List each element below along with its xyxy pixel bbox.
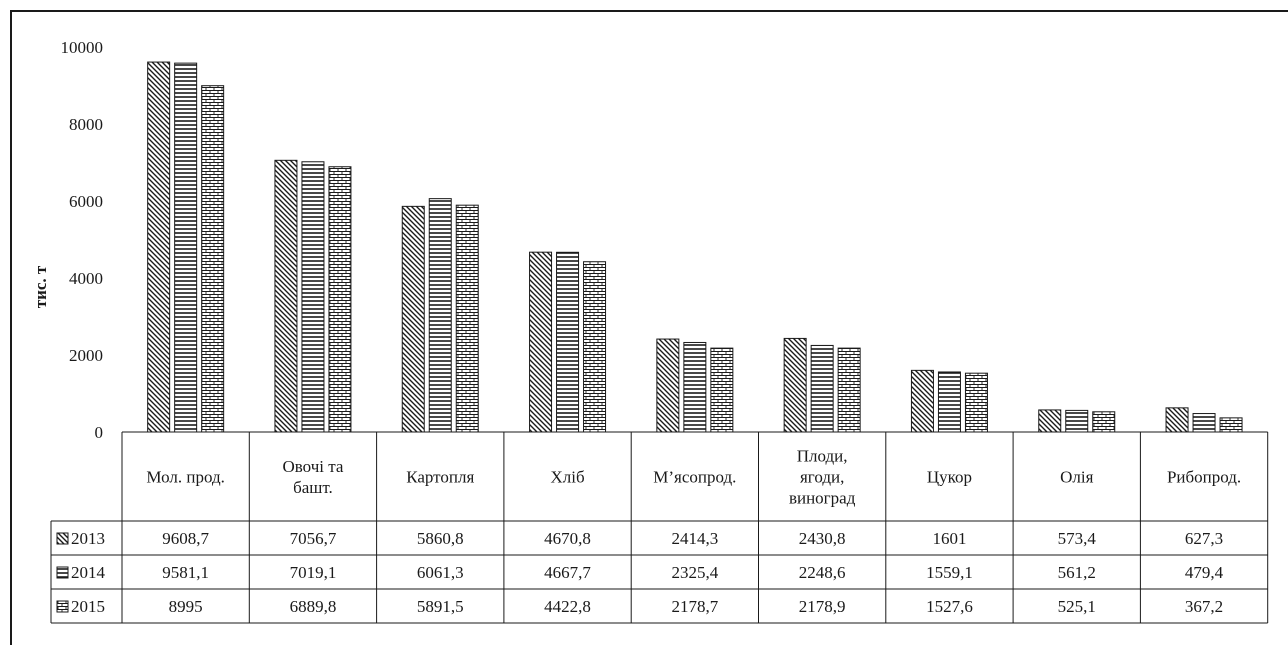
data-label-2015-9: 367,2 (1185, 597, 1223, 616)
data-label-2015-1: 8995 (169, 597, 203, 616)
data-label-2014-9: 479,4 (1185, 563, 1224, 582)
legend-label-2014: 2014 (71, 563, 106, 582)
data-label-2013-1: 9608,7 (162, 529, 209, 548)
bar-2013-3 (401, 205, 425, 433)
y-tick-label: 10000 (61, 38, 104, 57)
bar-2015-3 (455, 204, 479, 433)
legend-label-2013: 2013 (71, 529, 105, 548)
data-label-2014-6: 2248,6 (799, 563, 846, 582)
y-tick-label: 6000 (69, 192, 103, 211)
bar-2015-9 (1219, 417, 1243, 433)
data-label-2013-4: 4670,8 (544, 529, 591, 548)
legend-key-2014 (56, 566, 69, 579)
bar-2014-4 (556, 251, 580, 433)
bar-2013-4 (529, 251, 553, 433)
data-label-2014-2: 7019,1 (290, 563, 337, 582)
bar-2015-6 (837, 347, 861, 433)
y-tick-label: 8000 (69, 115, 103, 134)
bar-2015-4 (583, 261, 607, 433)
category-label: Рибопрод. (1167, 468, 1241, 487)
bar-2013-6 (783, 337, 807, 433)
data-label-2015-2: 6889,8 (290, 597, 337, 616)
category-label: Картопля (406, 468, 474, 487)
data-label-2014-1: 9581,1 (162, 563, 209, 582)
bar-2015-2 (328, 166, 352, 433)
bar-2013-9 (1165, 407, 1189, 433)
y-tick-label: 2000 (69, 346, 103, 365)
legend-key-2015 (56, 600, 69, 613)
bar-2013-2 (274, 159, 298, 433)
bar-2013-8 (1038, 409, 1062, 433)
data-label-2013-8: 573,4 (1058, 529, 1097, 548)
data-label-2013-5: 2414,3 (671, 529, 718, 548)
data-label-2013-2: 7056,7 (290, 529, 337, 548)
category-label: Олія (1060, 468, 1093, 487)
bar-2013-5 (656, 338, 680, 433)
bar-2015-8 (1092, 411, 1116, 433)
data-label-2014-5: 2325,4 (671, 563, 718, 582)
data-label-2015-6: 2178,9 (799, 597, 846, 616)
category-label: ягоди, (800, 468, 844, 487)
data-label-2013-9: 627,3 (1185, 529, 1223, 548)
data-label-2015-3: 5891,5 (417, 597, 464, 616)
bar-2014-9 (1192, 413, 1216, 433)
bar-2014-1 (174, 62, 198, 433)
category-label: Мол. прод. (146, 468, 224, 487)
bar-2014-8 (1065, 409, 1089, 433)
category-label: Хліб (550, 468, 584, 487)
category-label: Цукор (927, 468, 972, 487)
bar-2014-6 (810, 344, 834, 433)
data-label-2015-5: 2178,7 (671, 597, 718, 616)
data-label-2015-4: 4422,8 (544, 597, 591, 616)
bar-2013-1 (147, 61, 171, 433)
data-label-2015-8: 525,1 (1058, 597, 1096, 616)
bar-2015-1 (201, 85, 225, 433)
y-axis-label: тис. т (31, 265, 50, 308)
data-label-2015-7: 1527,6 (926, 597, 973, 616)
data-label-2014-3: 6061,3 (417, 563, 464, 582)
bar-2014-7 (937, 371, 961, 433)
y-tick-label: 4000 (69, 269, 103, 288)
data-label-2013-6: 2430,8 (799, 529, 846, 548)
data-label-2014-4: 4667,7 (544, 563, 591, 582)
category-label: башт. (293, 478, 333, 497)
category-label: виноград (789, 489, 856, 508)
legend-key-2013 (56, 532, 69, 545)
data-label-2014-8: 561,2 (1058, 563, 1096, 582)
legend-label-2015: 2015 (71, 597, 105, 616)
category-label: Плоди, (797, 447, 848, 466)
y-tick-label: 0 (95, 423, 104, 442)
data-label-2013-7: 1601 (932, 529, 966, 548)
category-label: М’ясопрод. (653, 468, 736, 487)
bar-2014-3 (428, 198, 452, 433)
outer-border (10, 10, 1288, 650)
bar-2015-7 (964, 372, 988, 433)
bar-2015-5 (710, 347, 734, 433)
data-label-2014-7: 1559,1 (926, 563, 973, 582)
category-label: Овочі та (282, 457, 343, 476)
data-label-2013-3: 5860,8 (417, 529, 464, 548)
bar-2014-2 (301, 161, 325, 433)
bar-2014-5 (683, 341, 707, 433)
bar-2013-7 (910, 369, 934, 433)
